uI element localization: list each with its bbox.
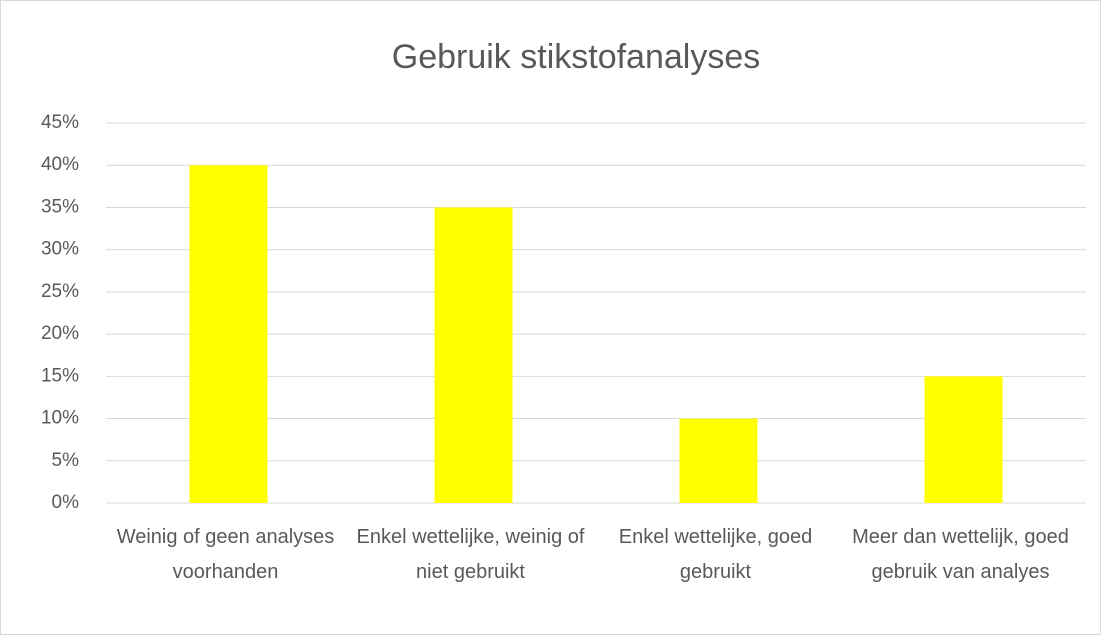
y-tick-label: 45% xyxy=(41,112,79,133)
bar xyxy=(434,207,513,503)
y-tick-label: 40% xyxy=(41,154,79,175)
y-tick-label: 5% xyxy=(52,450,80,471)
y-tick-label: 20% xyxy=(41,323,79,344)
y-tick-label: 10% xyxy=(41,408,79,429)
y-tick-label: 25% xyxy=(41,281,79,302)
bar xyxy=(189,165,268,503)
x-tick-label: Weinig of geen analyses voorhanden xyxy=(116,526,335,583)
x-tick-label: Meer dan wettelijk, goed gebruik van ana… xyxy=(852,526,1069,583)
y-tick-label: 35% xyxy=(41,196,79,217)
x-tick-label: Enkel wettelijke, goed gebruikt xyxy=(618,526,813,583)
chart-title: Gebruik stikstofanalyses xyxy=(392,38,761,76)
bar xyxy=(924,376,1003,503)
y-tick-label: 30% xyxy=(41,239,79,260)
bar xyxy=(679,418,758,503)
x-tick-label: Enkel wettelijke, weinig of niet gebruik… xyxy=(356,526,585,583)
y-tick-label: 15% xyxy=(41,365,79,386)
y-tick-label: 0% xyxy=(52,492,80,513)
